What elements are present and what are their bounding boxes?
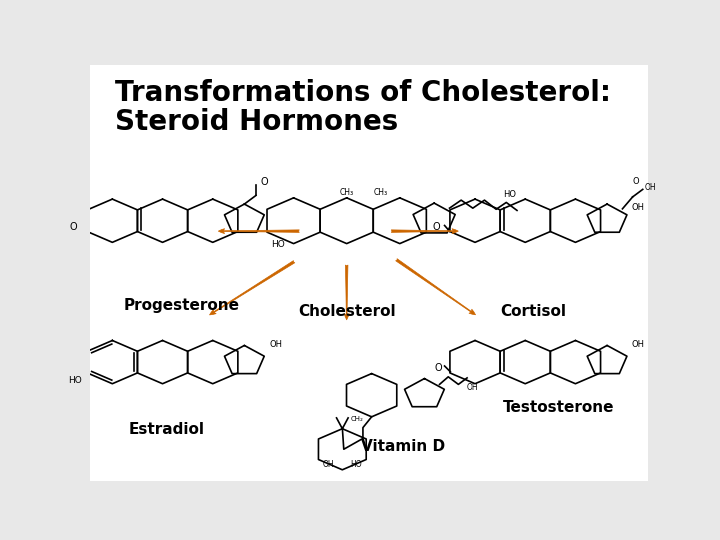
Text: Cholesterol: Cholesterol (298, 304, 395, 319)
Text: Vitamin D: Vitamin D (361, 438, 445, 454)
Text: OH: OH (644, 183, 656, 192)
Text: Estradiol: Estradiol (129, 422, 205, 437)
Text: Testosterone: Testosterone (503, 400, 614, 415)
Text: Steroid Hormones: Steroid Hormones (115, 109, 398, 137)
Text: CH₃: CH₃ (374, 187, 387, 197)
Text: Cortisol: Cortisol (500, 304, 567, 319)
Text: OH: OH (323, 461, 334, 469)
Text: O: O (633, 177, 639, 186)
Text: CH₂: CH₂ (351, 416, 364, 422)
Text: O: O (433, 222, 440, 232)
Text: Progesterone: Progesterone (124, 298, 240, 313)
Text: HO: HO (503, 190, 516, 199)
Text: HO: HO (68, 376, 82, 385)
Text: HO: HO (350, 461, 362, 469)
Text: OH: OH (269, 340, 282, 349)
Text: O: O (70, 222, 78, 232)
Text: OH: OH (631, 203, 644, 212)
Text: OH: OH (467, 383, 479, 392)
Text: HO: HO (271, 240, 284, 249)
FancyBboxPatch shape (81, 58, 657, 487)
Text: OH: OH (631, 340, 644, 349)
Text: O: O (261, 178, 268, 187)
Text: Transformations of Cholesterol:: Transformations of Cholesterol: (115, 79, 611, 107)
Text: O: O (434, 362, 441, 373)
Text: CH₃: CH₃ (340, 187, 354, 197)
